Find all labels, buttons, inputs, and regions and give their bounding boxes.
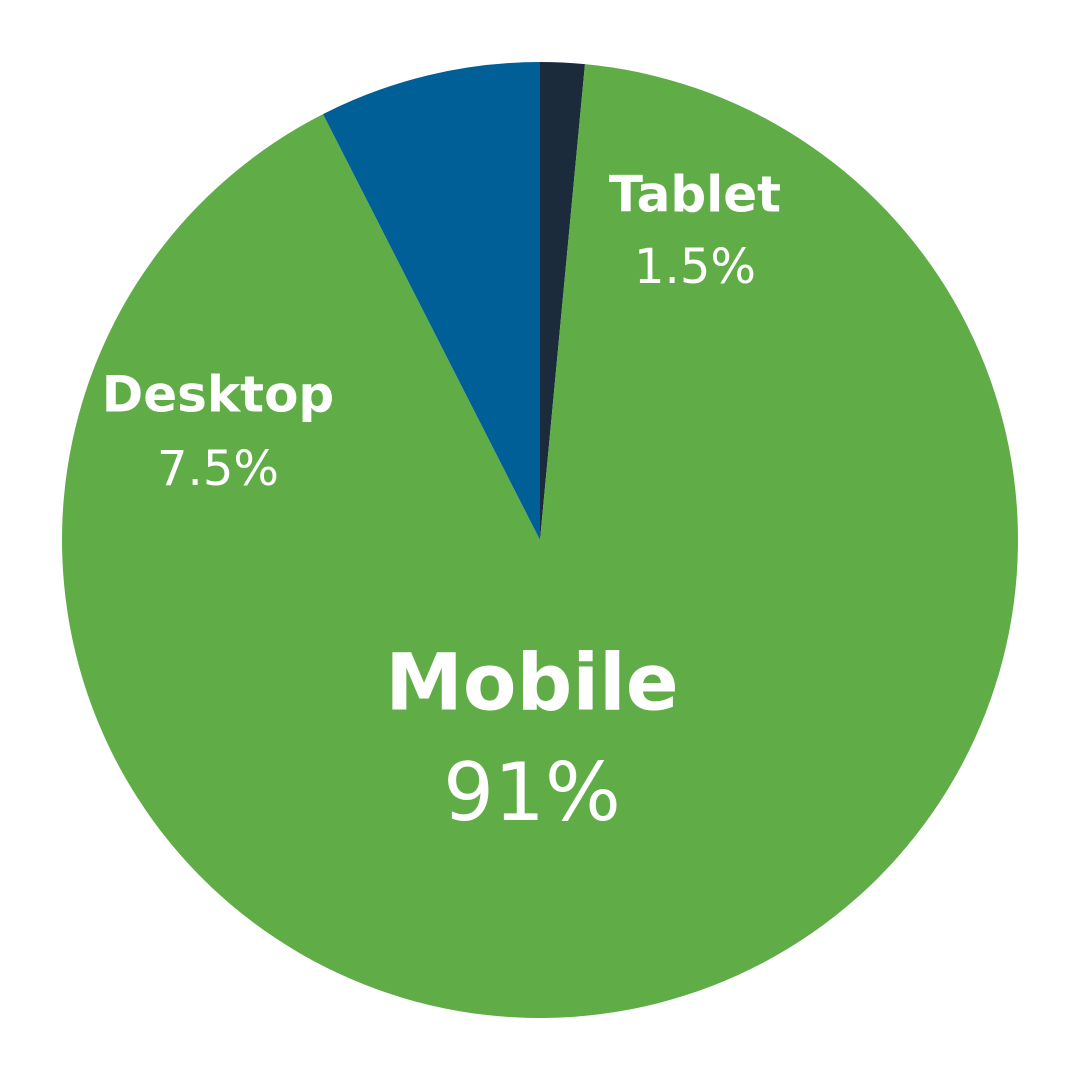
slice-label: Mobile (385, 638, 678, 728)
pie-slice (540, 62, 585, 540)
pie-slice (322, 62, 540, 540)
slice-label: Tablet (609, 166, 781, 224)
pie-slice (61, 64, 1018, 1018)
value-label: 91% (443, 746, 621, 839)
value-label: 1.5% (634, 239, 756, 295)
slice-label: Desktop (102, 366, 334, 424)
value-label: 7.5% (157, 441, 279, 497)
